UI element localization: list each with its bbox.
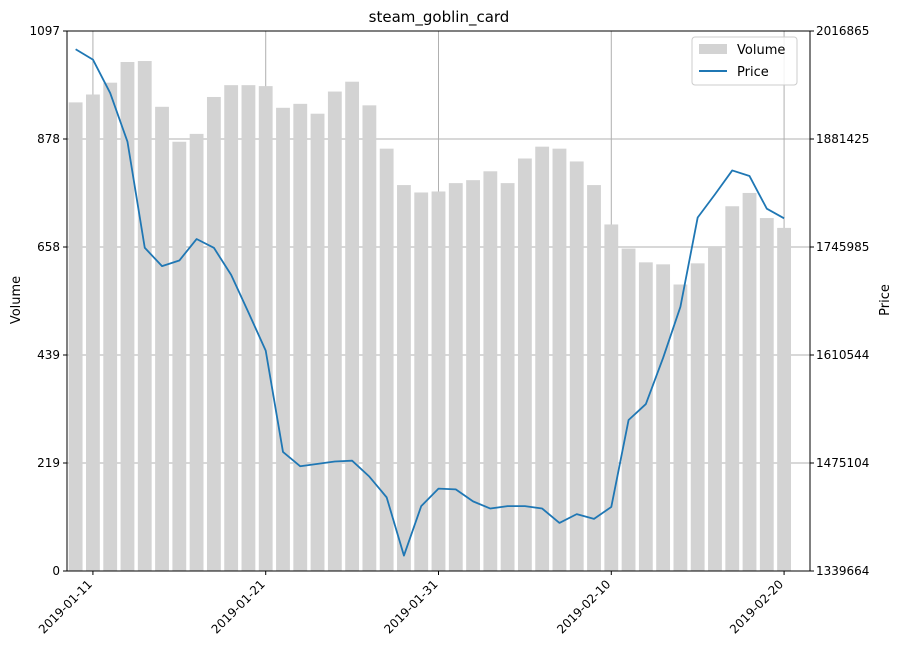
x-tick-label: 2019-02-10 xyxy=(554,577,613,636)
x-tick-label: 2019-01-31 xyxy=(381,577,440,636)
volume-bar xyxy=(137,61,152,572)
y2-tick-label: 1745985 xyxy=(816,240,869,254)
legend: Volume Price xyxy=(691,36,798,86)
volume-bar xyxy=(86,94,100,571)
y-tick-label: 1097 xyxy=(29,24,60,38)
y2-tick-label: 2016865 xyxy=(816,24,869,38)
volume-bar xyxy=(517,158,532,571)
volume-bar xyxy=(189,133,204,571)
y-tick-label: 219 xyxy=(37,456,60,470)
volume-bar xyxy=(172,141,187,572)
volume-bar xyxy=(414,192,429,571)
y-tick-label: 439 xyxy=(37,348,60,362)
volume-bar xyxy=(552,148,567,571)
volume-bar xyxy=(742,192,757,571)
volume-bar xyxy=(621,248,636,572)
volume-bar xyxy=(224,85,239,571)
x-tick-label: 2019-02-20 xyxy=(727,577,786,636)
y-tick-label: 658 xyxy=(37,240,60,254)
volume-bar xyxy=(345,81,360,572)
volume-bar xyxy=(327,91,342,572)
volume-bar xyxy=(569,161,584,572)
price-line xyxy=(75,48,785,557)
legend-label-price: Price xyxy=(737,65,769,80)
volume-bar xyxy=(258,86,273,572)
volume-bar xyxy=(535,146,550,571)
volume-bar xyxy=(500,183,515,571)
volume-bar xyxy=(673,284,688,571)
volume-bar xyxy=(241,85,256,571)
y-tick-label: 0 xyxy=(52,564,60,578)
volume-bar xyxy=(690,263,705,571)
volume-bars xyxy=(68,61,791,572)
x-tick-label: 2019-01-21 xyxy=(209,577,268,636)
volume-bar xyxy=(708,246,722,571)
volume-bar xyxy=(379,148,394,571)
volume-bar xyxy=(777,227,791,571)
y2-tick-label: 1610544 xyxy=(816,348,869,362)
volume-bar xyxy=(68,102,83,572)
volume-bar xyxy=(103,82,118,572)
y2-tick-label: 1475104 xyxy=(816,456,869,470)
volume-bar xyxy=(725,206,740,571)
volume-bar xyxy=(431,191,446,572)
volume-bar xyxy=(638,262,653,571)
volume-bar xyxy=(276,107,290,571)
volume-bar xyxy=(448,183,463,571)
y2-tick-label: 1881425 xyxy=(816,132,869,146)
volume-bar xyxy=(397,185,411,571)
volume-bar xyxy=(466,180,480,572)
chart-title: steam_goblin_card xyxy=(369,8,510,27)
volume-bar xyxy=(293,103,308,571)
volume-bar xyxy=(587,185,601,571)
volume-bar xyxy=(155,106,169,571)
volume-bar xyxy=(206,96,221,571)
y2-axis-label: Price xyxy=(878,284,893,316)
y2-tick-label: 1339664 xyxy=(816,564,869,578)
volume-bar xyxy=(604,224,619,571)
volume-bar xyxy=(362,105,377,572)
legend-label-volume: Volume xyxy=(737,43,785,58)
volume-bar xyxy=(759,218,774,571)
volume-bar xyxy=(310,113,325,571)
volume-bar xyxy=(483,171,498,572)
x-tick-label: 2019-01-11 xyxy=(36,577,95,636)
volume-bar xyxy=(120,62,135,572)
y-axis-label: Volume xyxy=(9,276,24,324)
y-tick-label: 878 xyxy=(37,132,60,146)
legend-swatch-volume xyxy=(699,44,727,54)
price-line-group xyxy=(75,48,785,557)
volume-bar xyxy=(656,264,671,571)
